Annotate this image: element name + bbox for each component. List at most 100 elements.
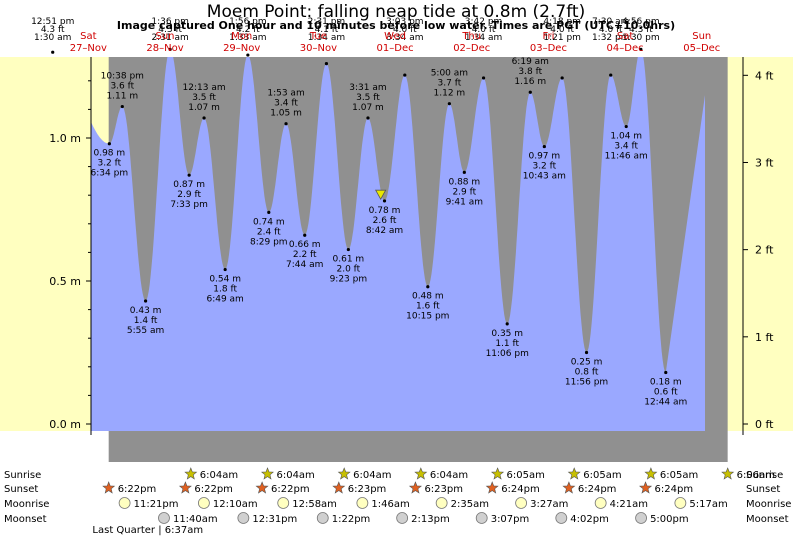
tide-label: 2.6 ft bbox=[373, 216, 397, 226]
tide-label: 11:06 pm bbox=[486, 349, 529, 359]
date-label: 29–Nov bbox=[223, 43, 260, 54]
sunset-time: 6:22pm bbox=[118, 484, 157, 495]
tide-label: 6:19 am bbox=[512, 57, 549, 67]
tide-point bbox=[246, 53, 250, 57]
tide-label: 2.9 ft bbox=[177, 190, 201, 200]
tide-point bbox=[609, 73, 613, 77]
moonrise-time: 2:35am bbox=[451, 499, 489, 510]
moonrise-time: 5:17am bbox=[689, 499, 727, 510]
moonset-icon bbox=[475, 512, 488, 524]
tide-label: 2.2 ft bbox=[293, 250, 317, 260]
tide-point bbox=[584, 350, 589, 355]
sunrise-time: 6:05am bbox=[583, 470, 621, 481]
moonrise-time: 1:46am bbox=[371, 499, 409, 510]
sunset-icon bbox=[102, 481, 116, 494]
tide-label: 0.98 m bbox=[93, 149, 125, 159]
moonrise-icon bbox=[594, 497, 607, 509]
tide-label: 4.3 ft bbox=[158, 25, 182, 35]
sunset-icon bbox=[332, 481, 346, 494]
tide-label: 0.48 m bbox=[412, 292, 444, 302]
moonset-time: 11:40am bbox=[173, 514, 218, 525]
tide-label: 1:34 am bbox=[308, 33, 345, 43]
tide-label: 3.6 ft bbox=[110, 82, 134, 92]
sunrise-time: 6:05am bbox=[660, 470, 698, 481]
tide-label: 1.8 ft bbox=[213, 285, 237, 295]
tide-label: 12:51 pm bbox=[31, 17, 74, 27]
tide-area bbox=[91, 57, 705, 431]
tide-point bbox=[267, 210, 271, 214]
tide-point bbox=[324, 62, 329, 66]
tide-label: 3.2 ft bbox=[532, 162, 556, 172]
moonrise-icon bbox=[356, 497, 369, 509]
tide-label: 0.54 m bbox=[209, 275, 241, 285]
sunset-icon bbox=[408, 481, 422, 494]
moonset-time: 1:22pm bbox=[332, 514, 371, 525]
axes: Sat27–NovSun28–NovMon29–NovTue30–NovWed0… bbox=[49, 31, 774, 435]
tide-label: 5:55 am bbox=[127, 326, 164, 336]
tide-label: 0.6 ft bbox=[654, 388, 678, 398]
tide-label: 3.5 ft bbox=[356, 93, 380, 103]
tide-label: 4.2 ft bbox=[236, 25, 260, 35]
tide-label: 2.0 ft bbox=[336, 265, 360, 275]
moonset-time: 2:13pm bbox=[411, 514, 450, 525]
y-tick-label-ft: 0 ft bbox=[755, 418, 774, 431]
tide-label: 10:43 am bbox=[523, 172, 566, 182]
tide-label: 0.25 m bbox=[571, 358, 603, 368]
night-band-strip bbox=[492, 431, 575, 462]
tide-point bbox=[505, 322, 509, 326]
moonset-icon bbox=[237, 512, 250, 524]
moonset-time: 4:02pm bbox=[570, 514, 609, 525]
tide-point bbox=[560, 76, 564, 80]
sunrise-time: 6:06am bbox=[737, 470, 775, 481]
tide-label: 0.66 m bbox=[289, 240, 321, 250]
tide-label: 0.18 m bbox=[650, 378, 682, 388]
tide-label: 12:44 am bbox=[644, 398, 687, 408]
tide-label: 11:46 am bbox=[605, 152, 648, 162]
day-of-week-label: Sat bbox=[617, 31, 633, 42]
sunrise-time: 6:04am bbox=[276, 470, 314, 481]
tide-label: 2:31 am bbox=[151, 33, 188, 43]
night-band-strip bbox=[185, 431, 268, 462]
tide-label: 3.4 ft bbox=[614, 142, 638, 152]
day-of-week-label: Thu bbox=[461, 31, 481, 42]
day-of-week-label: Sun bbox=[156, 31, 175, 42]
date-label: 27–Nov bbox=[70, 43, 107, 54]
day-of-week-label: Wed bbox=[384, 31, 406, 42]
moonset-time: 5:00pm bbox=[650, 514, 689, 525]
date-label: 02–Dec bbox=[453, 43, 490, 54]
sunset-time: 6:23pm bbox=[348, 484, 387, 495]
tide-label: 4.1 ft bbox=[315, 25, 339, 35]
night-band-strip bbox=[262, 431, 345, 462]
date-label: 05–Dec bbox=[683, 43, 720, 54]
moonset-time: 12:31pm bbox=[252, 514, 297, 525]
tide-point bbox=[168, 47, 172, 51]
sunset-time: 6:23pm bbox=[424, 484, 463, 495]
moonrise-icon bbox=[277, 497, 290, 509]
day-of-week-label: Tue bbox=[309, 31, 327, 42]
date-label: 04–Dec bbox=[607, 43, 644, 54]
tide-point bbox=[542, 144, 546, 149]
tide-label: 0.61 m bbox=[333, 255, 365, 265]
moonset-icon bbox=[396, 512, 409, 524]
tide-label: 2.9 ft bbox=[452, 187, 476, 197]
moonrise-icon bbox=[515, 497, 528, 509]
tide-label: 8:42 am bbox=[366, 226, 403, 236]
tide-label: 4.0 ft bbox=[472, 25, 496, 35]
tide-label: 6:34 pm bbox=[91, 169, 129, 179]
tide-label: 4.3 ft bbox=[41, 25, 65, 35]
day-of-week-label: Fri bbox=[542, 31, 554, 42]
date-label: 30–Nov bbox=[300, 43, 337, 54]
tide-point bbox=[481, 76, 486, 80]
tide-label: 1.1 ft bbox=[495, 339, 519, 349]
sunset-icon bbox=[178, 481, 192, 494]
night-band-strip bbox=[338, 431, 421, 462]
row-label-left: Moonrise bbox=[4, 499, 49, 510]
tide-point bbox=[528, 90, 532, 94]
tide-label: 0.97 m bbox=[528, 152, 560, 162]
tide-label: 9:23 pm bbox=[330, 275, 368, 285]
sunset-time: 6:24pm bbox=[578, 484, 617, 495]
tide-point bbox=[382, 199, 387, 203]
moonset-icon bbox=[316, 512, 329, 524]
moon-phase-label: Last Quarter | 6:37am bbox=[92, 525, 203, 536]
